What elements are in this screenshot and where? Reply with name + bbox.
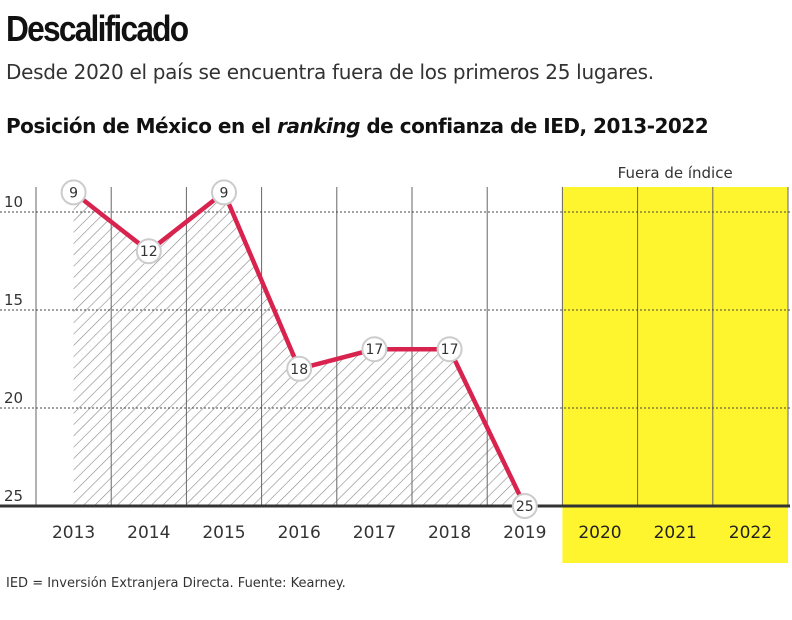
- highlight-region: [562, 187, 788, 563]
- y-tick-label: 25: [4, 487, 23, 505]
- x-tick-label: 2013: [52, 523, 95, 543]
- title: Descalificado: [6, 8, 189, 49]
- footer-note: IED = Inversión Extranjera Directa. Fuen…: [6, 576, 346, 591]
- x-tick-label: 2022: [729, 523, 772, 543]
- data-point: [211, 179, 237, 206]
- chart-title: Posición de México en el ranking de conf…: [6, 114, 709, 138]
- data-point: [60, 179, 87, 206]
- y-tick-label: 10: [4, 193, 23, 211]
- x-tick-label: 2018: [428, 523, 471, 543]
- chart-title-part: de confianza de IED, 2013-2022: [359, 114, 709, 138]
- x-tick-label: 2020: [578, 523, 621, 543]
- data-label: 17: [365, 342, 383, 358]
- data-point: [436, 336, 463, 363]
- highlight-label: Fuera de índice: [618, 164, 733, 182]
- chart-title-part: Posición de México en el: [6, 114, 278, 138]
- x-tick-label: 2015: [202, 523, 245, 543]
- data-label: 9: [220, 185, 229, 201]
- data-point: [135, 238, 162, 265]
- y-tick-label: 15: [4, 291, 23, 309]
- data-label: 9: [69, 185, 78, 201]
- x-tick-label: 2014: [127, 523, 170, 543]
- x-tick-label: 2019: [503, 523, 546, 543]
- data-point: [361, 336, 388, 363]
- data-point: [511, 493, 538, 519]
- chart-title-italic: ranking: [277, 114, 360, 138]
- data-point: [286, 355, 313, 382]
- data-label: 12: [140, 244, 158, 260]
- data-label: 17: [441, 342, 459, 358]
- x-tick-label: 2016: [278, 523, 321, 543]
- subtitle: Desde 2020 el país se encuentra fuera de…: [6, 60, 654, 84]
- data-label: 18: [290, 362, 308, 378]
- x-tick-label: 2021: [654, 523, 697, 543]
- y-tick-label: 20: [4, 389, 23, 407]
- data-label: 25: [516, 499, 534, 515]
- x-tick-label: 2017: [353, 523, 396, 543]
